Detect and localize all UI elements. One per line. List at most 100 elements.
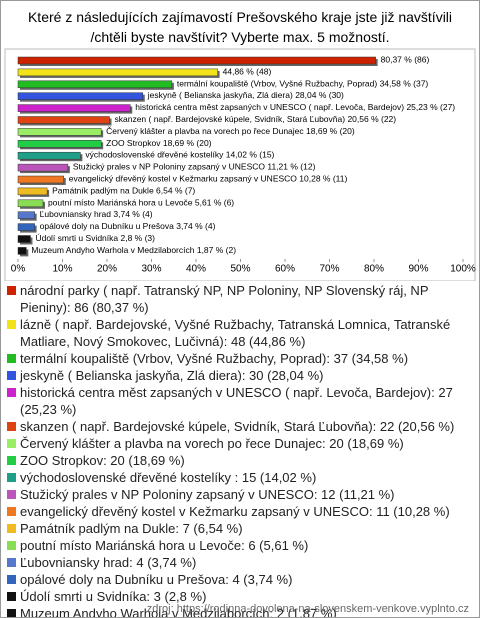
bar-label: Muzeum Andyho Warhola v Medzilaborcích 1…: [31, 245, 236, 255]
x-tick-label: 0%: [11, 264, 26, 275]
category-label: Červený klášter a plavba na vorech po ře…: [106, 126, 304, 136]
legend-text: termální koupaliště (Vrbov, Vyšné Ružbac…: [20, 351, 409, 366]
bar-label: Červený klášter a plavba na vorech po ře…: [106, 126, 355, 136]
legend-swatch: [7, 507, 16, 516]
legend-swatch: [7, 286, 16, 295]
legend-text: poutní místo Mariánská hora u Levoče: 6 …: [20, 538, 309, 553]
value-label: 18,69 % (20): [306, 126, 355, 136]
legend-item: skanzen ( např. Bardejovské kúpele, Svid…: [7, 418, 473, 435]
bar: [17, 56, 376, 65]
bar: [17, 235, 31, 243]
legend-text: opálové doly na Dubníku u Prešova: 4 (3,…: [20, 572, 293, 587]
category-label: termální koupaliště (Vrbov, Vyšné Ružbac…: [177, 79, 377, 89]
value-label: 2,8 % (3): [121, 233, 156, 243]
legend-swatch: [7, 558, 16, 567]
bar: [17, 92, 144, 100]
legend-item: národní parky ( např. Tatranský NP, NP P…: [7, 282, 473, 316]
legend-swatch: [7, 575, 16, 584]
x-tick-label: 10%: [52, 264, 72, 275]
bar-label: skanzen ( např. Bardejovské kúpele, Svid…: [114, 114, 396, 124]
legend-item: ZOO Stropkov: 20 (18,69 %): [7, 452, 473, 469]
bar: [17, 68, 218, 77]
legend-text: skanzen ( např. Bardejovské kúpele, Svid…: [20, 419, 455, 434]
bar: [17, 163, 69, 172]
legend-text: Ľubovniansky hrad: 4 (3,74 %): [20, 555, 197, 570]
legend-text: jeskyně ( Belianska jaskyňa, Zlá diera):…: [20, 368, 324, 383]
chart-title: Které z následujících zajímavostí Prešov…: [27, 9, 453, 45]
legend-text: národní parky ( např. Tatranský NP, NP P…: [20, 283, 429, 315]
x-tick-label: 30%: [141, 264, 161, 275]
bar: [17, 104, 131, 112]
legend-item: Stužický prales v NP Poloniny zapsaný v …: [7, 486, 473, 503]
source: zdroj: https://rodinna-dovolena-na-slove…: [146, 603, 469, 615]
bar-label: opálové doly na Dubníku u Prešova 3,74 %…: [40, 221, 216, 231]
value-label: 14,02 % (15): [226, 150, 275, 160]
legend-text: Červený klášter a plavba na vorech po ře…: [20, 436, 404, 451]
category-label: historická centra měst zapsaných v UNESC…: [135, 102, 404, 112]
value-label: 1,87 % (2): [197, 245, 236, 255]
chart: 0% 10% 20% 30% 40% 50% 60% 70% 80% 90% 100% 80,37 %…: [4, 48, 476, 281]
legend-swatch: [7, 524, 16, 533]
category-label: Muzeum Andyho Warhola v Medzilaborcích: [31, 245, 194, 255]
legend-text: historická centra měst zapsaných v UNESC…: [20, 385, 453, 417]
legend-swatch: [7, 320, 16, 329]
bar: [17, 247, 27, 255]
value-label: 18,69 % (20): [163, 138, 212, 148]
legend: národní parky ( např. Tatranský NP, NP P…: [7, 282, 473, 617]
legend-swatch: [7, 541, 16, 550]
bar: [17, 116, 110, 124]
bar: [17, 175, 64, 184]
category-label: Památník padlým na Dukle: [52, 186, 154, 196]
legend-text: evangelický dřevěný kostel v Kežmarku za…: [20, 504, 450, 519]
bar: [17, 140, 102, 148]
x-tick-label: 60%: [275, 264, 295, 275]
value-label: 5,61 % (6): [195, 198, 234, 208]
bar-label: 44,86 % (48): [223, 67, 272, 77]
bar-label: východoslovenské dřevěné kostelíky 14,02…: [85, 150, 274, 160]
x-tick-label: 100%: [450, 264, 476, 275]
legend-swatch: [7, 388, 16, 397]
x-tick-label: 50%: [230, 264, 250, 275]
legend-text: Údolí smrti u Svidníka: 3 (2,8 %): [20, 589, 207, 604]
category-label: ZOO Stropkov: [106, 138, 161, 148]
bar: [17, 128, 102, 136]
category-label: východoslovenské dřevěné kostelíky: [85, 150, 224, 160]
legend-item: Muzeum Andyho Warhola v Medzilaborcích: …: [7, 605, 473, 617]
value-label: 6,54 % (7): [156, 186, 195, 196]
legend-swatch: [7, 422, 16, 431]
bar-label: ZOO Stropkov 18,69 % (20): [106, 138, 212, 148]
legend-swatch: [7, 456, 16, 465]
value-label: 20,56 % (22): [347, 114, 396, 124]
legend-swatch: [7, 609, 16, 617]
value-label: 44,86 % (48): [223, 67, 272, 77]
bar: [17, 223, 35, 231]
bar: [17, 80, 173, 89]
legend-swatch: [7, 354, 16, 363]
legend-item: jeskyně ( Belianska jaskyňa, Zlá diera):…: [7, 367, 473, 384]
bar: [17, 151, 81, 160]
category-label: Stužický prales v NP Poloniny zapsaný v …: [73, 162, 266, 172]
legend-item: poutní místo Mariánská hora u Levoče: 6 …: [7, 537, 473, 554]
x-tick-label: 40%: [186, 264, 206, 275]
value-label: 3,74 % (4): [113, 209, 152, 219]
category-label: jeskyně ( Belianska jaskyňa, Zlá diera): [147, 90, 293, 100]
bar-label: poutní místo Mariánská hora u Levoče 5,6…: [48, 198, 234, 208]
category-label: Údolí smrti u Svidníka: [35, 233, 118, 243]
x-tick-label: 90%: [408, 264, 428, 275]
legend-swatch: [7, 439, 16, 448]
legend-swatch: [7, 592, 16, 601]
bar-label: Údolí smrti u Svidníka 2,8 % (3): [35, 233, 155, 243]
bar-label: termální koupaliště (Vrbov, Vyšné Ružbac…: [177, 79, 429, 89]
value-label: 28,04 % (30): [295, 90, 344, 100]
legend-item: termální koupaliště (Vrbov, Vyšné Ružbac…: [7, 350, 473, 367]
bar: [17, 211, 35, 219]
value-label: 34,58 % (37): [380, 79, 429, 89]
bar-label: Stužický prales v NP Poloniny zapsaný v …: [73, 162, 316, 172]
legend-item: Památník padlým na Dukle: 7 (6,54 %): [7, 520, 473, 537]
category-label: Ľubovniansky hrad: [40, 209, 112, 219]
legend-item: východoslovenské dřevěné kostelíky : 15 …: [7, 469, 473, 486]
bar-label: historická centra měst zapsaných v UNESC…: [135, 102, 455, 112]
x-tick-label: 80%: [364, 264, 384, 275]
legend-text: východoslovenské dřevěné kostelíky : 15 …: [20, 470, 317, 485]
value-label: 10,28 % (11): [299, 174, 347, 184]
